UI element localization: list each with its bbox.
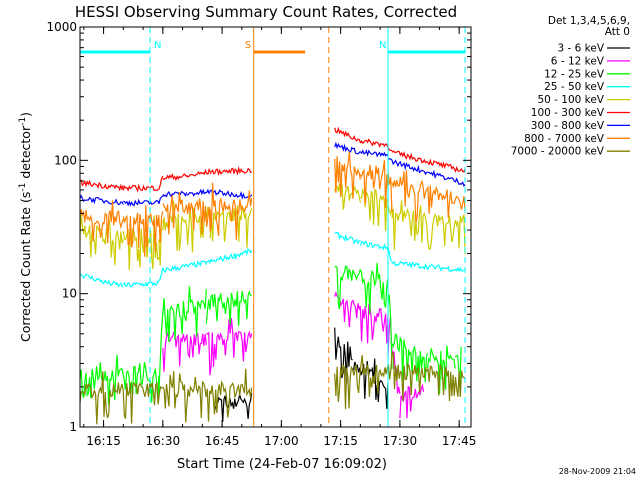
x-tick-label: 16:15 <box>86 434 121 448</box>
event-label: N <box>154 40 161 51</box>
legend-label: 800 - 7000 keV <box>524 133 605 145</box>
plot-frame <box>79 26 472 428</box>
series-layer <box>79 126 466 425</box>
legend-label: 3 - 6 keV <box>557 43 604 55</box>
legend-label: 50 - 100 keV <box>537 94 604 106</box>
x-tick-label: 17:15 <box>323 434 358 448</box>
x-tick-label: 16:30 <box>146 434 181 448</box>
x-tick-label: 17:45 <box>442 434 477 448</box>
event-label: N <box>379 40 386 51</box>
series-line <box>162 291 425 419</box>
x-tick-label: 17:00 <box>264 434 299 448</box>
event-layer: N NS <box>80 27 466 427</box>
legend-label: 100 - 300 keV <box>531 107 605 119</box>
legend-title: Det 1,3,4,5,6,9, <box>548 15 630 27</box>
series-line <box>213 327 389 423</box>
legend-label: 25 - 50 keV <box>544 81 605 93</box>
legend-title: Att 0 <box>605 26 630 38</box>
series-line <box>79 141 466 207</box>
x-tick-label: 16:45 <box>205 434 240 448</box>
series-line <box>79 126 466 193</box>
y-tick-label: 10 <box>62 287 77 301</box>
y-axis: 1 10 100 1000 <box>46 20 471 434</box>
event-label: S <box>245 40 251 51</box>
y-axis-label: Corrected Count Rate (s-1 detector-1) <box>18 112 33 342</box>
legend-label: 300 - 800 keV <box>531 120 605 132</box>
legend-label: 7000 - 20000 keV <box>511 146 605 158</box>
chart-title: HESSI Observing Summary Count Rates, Cor… <box>75 3 457 21</box>
series-line <box>79 262 462 406</box>
y-tick-label: 100 <box>54 153 77 167</box>
x-tick-label: 17:30 <box>383 434 418 448</box>
date-stamp: 28-Nov-2009 21:04 <box>559 467 636 476</box>
series-line <box>79 151 466 257</box>
y-tick-label: 1000 <box>46 20 77 34</box>
legend-label: 12 - 25 keV <box>544 68 605 80</box>
x-axis: 16:15 16:30 16:45 17:00 17:15 17:30 17:45 <box>83 27 477 448</box>
x-axis-label: Start Time (24-Feb-07 16:09:02) <box>177 457 387 472</box>
plot-clip-area: N NS <box>79 27 466 427</box>
series-line <box>79 352 466 425</box>
series-line <box>79 231 466 288</box>
legend-label: 6 - 12 keV <box>551 55 605 67</box>
y-tick-label: 1 <box>69 420 77 434</box>
